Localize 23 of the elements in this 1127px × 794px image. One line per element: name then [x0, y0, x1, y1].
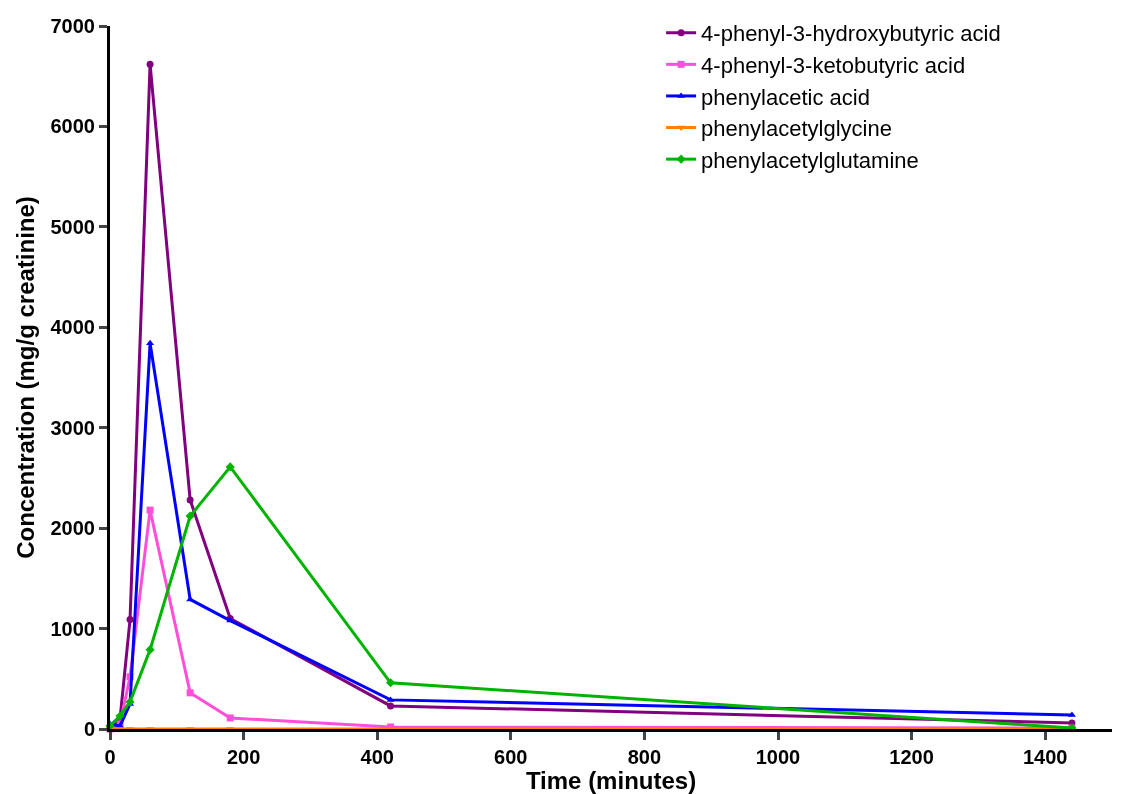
y-tick-label: 0: [83, 718, 95, 740]
x-tick-label: 1200: [889, 746, 934, 768]
legend-label: 4-phenyl-3-ketobutyric acid: [701, 52, 966, 78]
x-tick-label: 1400: [1022, 746, 1068, 768]
x-tick-label: 800: [627, 746, 662, 768]
x-tick-label: 400: [360, 746, 394, 768]
legend-label: phenylacetylglycine: [701, 116, 892, 142]
x-tick-label: 200: [226, 746, 261, 768]
y-tick-label: 5000: [50, 215, 95, 238]
x-tick-label: 0: [104, 746, 116, 768]
legend-label: phenylacetic acid: [701, 84, 870, 110]
legend-label: phenylacetylglutamine: [701, 147, 919, 173]
y-tick-label: 7000: [50, 15, 95, 37]
x-tick-label: 600: [494, 746, 528, 768]
y-tick-label: 4000: [50, 316, 95, 339]
x-axis-title: Time (minutes): [525, 767, 697, 794]
y-tick-label: 2000: [50, 517, 95, 540]
y-tick-label: 1000: [50, 617, 95, 640]
y-tick-label: 6000: [50, 115, 95, 138]
legend-label: 4-phenyl-3-hydroxybutyric acid: [701, 21, 1001, 47]
y-tick-label: 3000: [50, 416, 95, 439]
x-tick-label: 1000: [755, 746, 801, 768]
y-axis-title: Concentration (mg/g creatinine): [11, 196, 39, 559]
